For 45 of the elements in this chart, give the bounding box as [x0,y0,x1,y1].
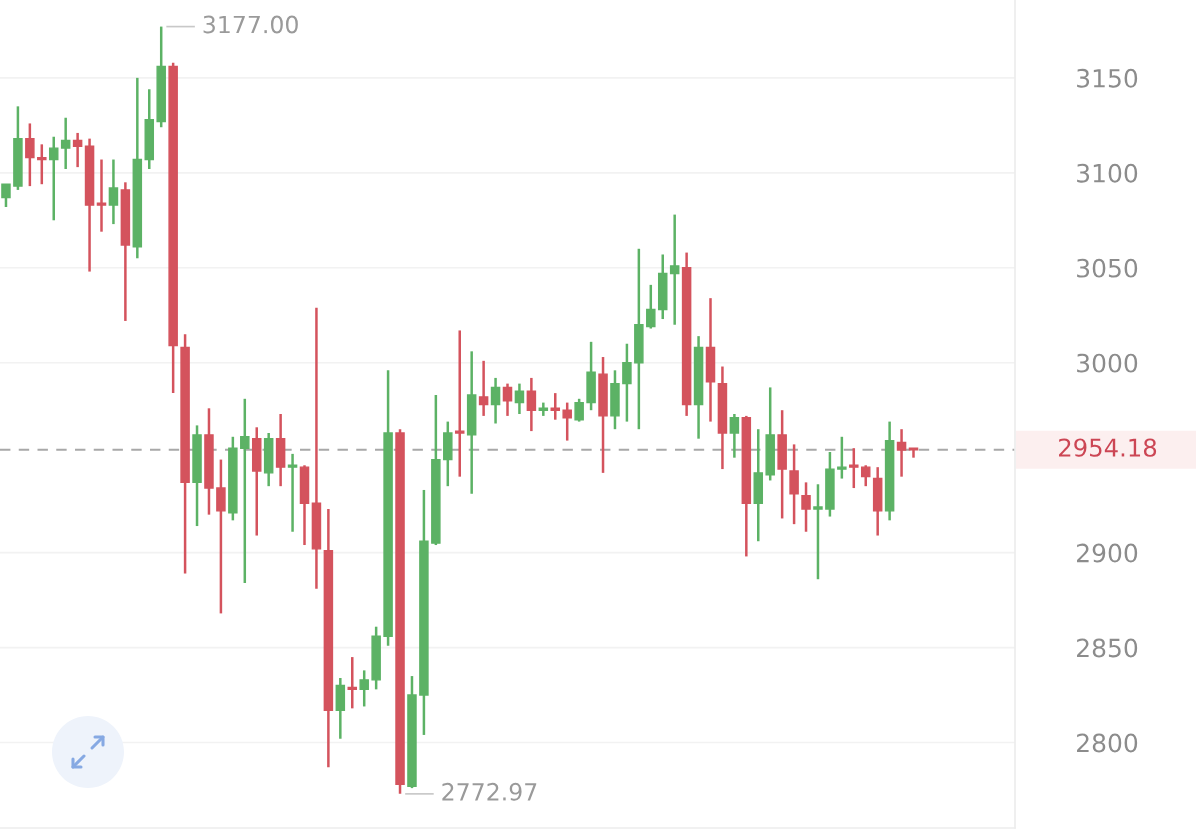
candlestick [837,435,847,480]
candlestick [60,116,71,171]
candlestick [72,131,83,169]
candlestick [550,391,561,421]
annotation: 3177.00 [203,15,298,34]
candlestick [849,446,859,490]
candlestick [526,376,537,433]
candlestick [908,446,919,459]
y-tick-label: 2900 [1077,543,1138,563]
candlestick [287,452,298,533]
candlestick [813,483,823,581]
candlestick [514,382,525,416]
candlestick [454,329,465,478]
candlestick [801,481,811,533]
candlestick [37,143,47,186]
candlestick [490,376,501,425]
candlestick [25,122,35,188]
candlestick [669,213,680,326]
candlestick [562,401,572,442]
annotation: 2772.97 [442,782,537,801]
candlestick [216,458,226,615]
y-tick-label: 3100 [1077,163,1138,183]
candlestick [502,382,513,418]
candlestick [622,342,632,423]
y-tick-label: 2850 [1077,638,1138,658]
candlestick [240,397,250,585]
y-tick-label: 3050 [1077,258,1138,278]
candlestick [729,412,740,459]
y-tick-label: 3150 [1077,68,1138,88]
candlestick [48,135,59,222]
candlestick [538,401,549,418]
candlestick [574,397,584,423]
y-tick-label: 2800 [1077,733,1138,753]
ref-line-label: 2954.18 [1059,438,1157,457]
candlestick [789,443,799,526]
candlestick [860,464,871,488]
candlestick [96,158,107,233]
candlestick [108,158,119,226]
candlestick [646,283,656,330]
candlestick [1,182,11,209]
candlestick [347,655,358,710]
candlestick [478,359,489,418]
y-tick-label: 3000 [1077,353,1138,373]
candlestick [359,669,369,708]
candlestick [896,427,907,478]
